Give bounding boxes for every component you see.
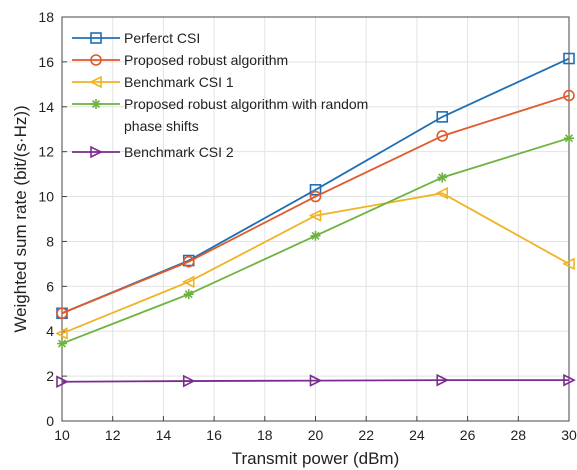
y-tick-label: 6 (46, 278, 54, 294)
data-point (563, 89, 575, 102)
star-stroke (57, 339, 67, 348)
x-tick-label: 16 (206, 427, 222, 443)
series-3 (55, 186, 575, 340)
data-point (309, 190, 322, 203)
star-stroke (564, 134, 574, 143)
data-point (563, 52, 575, 65)
data-point (435, 186, 449, 200)
star-stroke (184, 290, 193, 299)
data-point (56, 375, 69, 389)
data-point (55, 327, 68, 340)
x-tick-label: 14 (156, 427, 172, 443)
legend-label: Proposed robust algorithm with random pha… (124, 96, 368, 134)
legend-entry-2: Proposed robust algorithm (72, 52, 288, 68)
data-point (436, 373, 450, 387)
legend-entry-4: Proposed robust algorithm with random pha… (72, 96, 368, 134)
data-point (183, 289, 194, 300)
x-tick-label: 28 (511, 427, 527, 443)
x-tick-label: 22 (358, 427, 374, 443)
data-point (436, 130, 449, 142)
legend-entry-5: Benchmark CSI 2 (72, 144, 234, 160)
data-point (309, 374, 323, 387)
x-tick-label: 20 (308, 427, 324, 443)
x-tick-label: 24 (409, 427, 425, 443)
x-tick-label: 18 (257, 427, 273, 443)
legend-marker (91, 99, 101, 109)
x-tick-label: 10 (54, 427, 70, 443)
y-tick-label: 10 (38, 189, 54, 205)
data-point (309, 184, 322, 196)
series-5 (56, 373, 576, 389)
data-point (436, 111, 449, 123)
legend: Perferct CSI Proposed robust algorithm Ben… (72, 30, 368, 160)
data-point (563, 373, 576, 387)
data-point (564, 133, 574, 144)
y-tick-label: 16 (38, 54, 54, 70)
data-point (562, 257, 575, 271)
x-tick-label: 30 (561, 427, 577, 443)
legend-marker (90, 145, 103, 159)
legend-entry-1: Perferct CSI (72, 30, 200, 46)
legend-label: Benchmark CSI 1 (124, 74, 234, 90)
x-tick-label: 12 (105, 427, 121, 443)
legend-entry-3: Benchmark CSI 1 (72, 74, 234, 90)
star-stroke (91, 99, 101, 109)
y-axis-label: Weighted sum rate (bit/(s·Hz)) (11, 105, 30, 332)
star-stroke (438, 173, 447, 182)
legend-marker (90, 32, 102, 44)
data-point (182, 374, 196, 388)
data-point (310, 230, 321, 241)
y-tick-label: 12 (38, 144, 54, 160)
data-point (56, 307, 68, 320)
legend-marker (89, 75, 102, 89)
data-point (181, 275, 195, 289)
y-tick-label: 18 (38, 9, 54, 25)
data-point (437, 172, 448, 183)
legend-label: Perferct CSI (124, 30, 200, 46)
series-line (61, 379, 569, 383)
y-tick-label: 8 (46, 233, 54, 249)
data-point (57, 338, 67, 349)
data-point (308, 209, 322, 222)
series-2 (56, 89, 575, 320)
y-tick-label: 2 (46, 368, 54, 384)
y-tick-label: 14 (38, 99, 54, 115)
legend-label: Proposed robust algorithm (124, 52, 288, 68)
x-tick-label: 26 (460, 427, 476, 443)
x-axis-label: Transmit power (dBm) (232, 449, 400, 468)
series-line (61, 192, 570, 335)
legend-label: Benchmark CSI 2 (124, 144, 234, 160)
y-tick-label: 4 (46, 323, 54, 339)
series-4 (57, 133, 574, 349)
y-tick-label: 0 (46, 413, 54, 429)
series-line (61, 94, 570, 315)
data-point (182, 255, 195, 268)
legend-marker (90, 54, 102, 66)
series-group (55, 52, 576, 389)
star-stroke (311, 231, 320, 240)
